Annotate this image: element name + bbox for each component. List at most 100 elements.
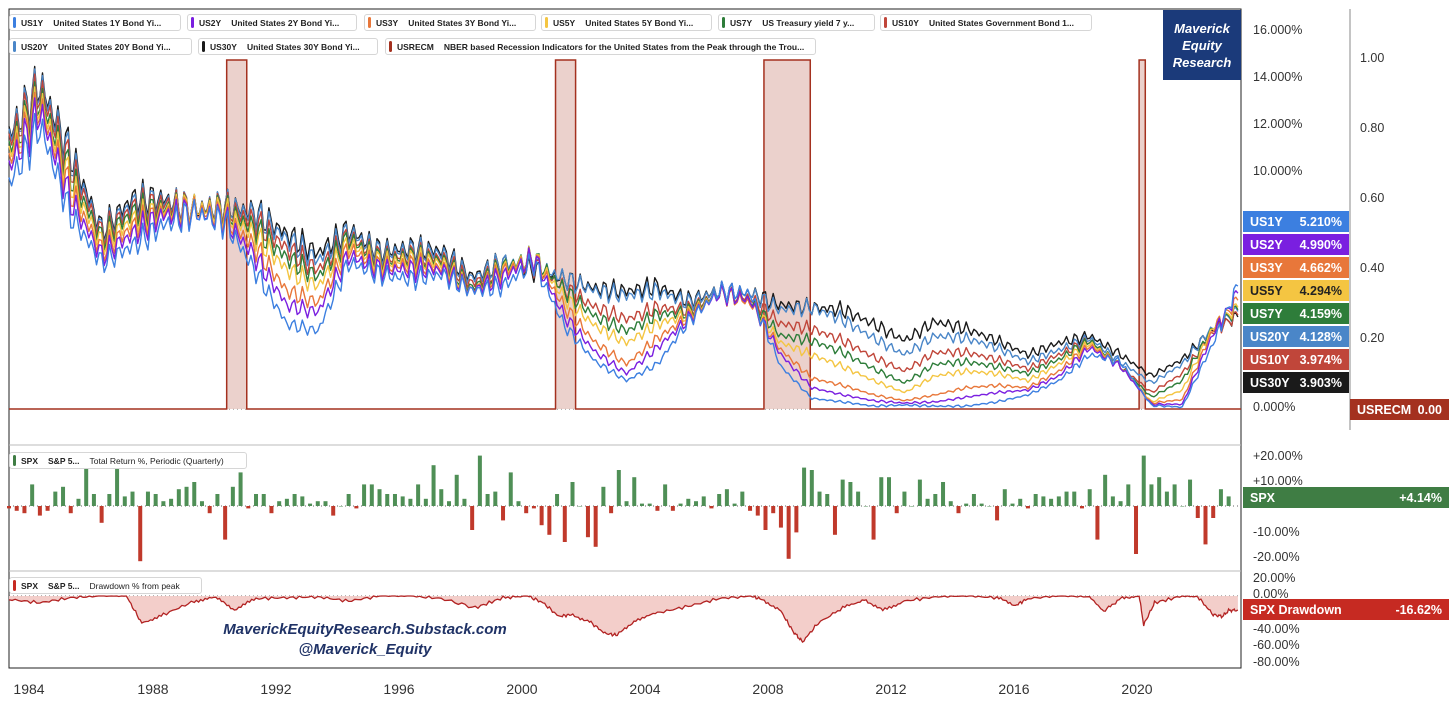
- total-return-bar: [99, 506, 104, 523]
- total-return-bar: [956, 506, 961, 514]
- total-return-bar: [138, 506, 143, 562]
- total-return-bar: [856, 491, 861, 506]
- legend-code: US5Y: [553, 17, 576, 28]
- legend-us5y[interactable]: US5Y United States 5Y Bond Yi...: [541, 14, 712, 31]
- total-return-bar: [809, 470, 814, 506]
- total-return-bar: [516, 501, 521, 506]
- x-tick-label: 2020: [1121, 681, 1153, 697]
- total-return-bar: [431, 465, 436, 506]
- legend-us2y[interactable]: US2Y United States 2Y Bond Yi...: [187, 14, 357, 31]
- legend-us10y[interactable]: US10Y United States Government Bond 1...: [880, 14, 1092, 31]
- total-return-bar: [338, 506, 343, 507]
- tag-value: 4.128%: [1299, 329, 1342, 344]
- total-return-bar: [964, 503, 969, 506]
- total-return-bar: [794, 506, 799, 533]
- legend-us30y[interactable]: US30Y United States 30Y Bond Yi...: [198, 38, 378, 55]
- total-return-bar: [609, 506, 614, 514]
- total-return-bar: [778, 506, 783, 528]
- usrecm-tick-label: 1.00: [1360, 51, 1385, 65]
- total-return-bar: [153, 494, 158, 506]
- total-return-bar: [547, 506, 552, 535]
- legend-ticker: S&P 5...: [48, 455, 80, 466]
- tag-us2y: US2Y 4.990%: [1243, 234, 1349, 255]
- total-return-bar: [655, 506, 660, 511]
- total-return-bar: [53, 491, 58, 506]
- total-return-bar: [539, 506, 544, 526]
- total-return-bar: [1079, 506, 1084, 509]
- legend-name: Drawdown % from peak: [89, 580, 180, 591]
- total-return-bar: [215, 494, 220, 506]
- yield-tick-label: 16.000%: [1253, 23, 1303, 37]
- total-return-bar: [331, 506, 336, 516]
- total-return-bar: [1211, 506, 1216, 518]
- tag-value: +4.14%: [1399, 490, 1442, 505]
- total-return-bar: [632, 477, 637, 506]
- legend-spx-total-return[interactable]: SPX S&P 5... Total Return %, Periodic (Q…: [9, 452, 247, 469]
- total-return-bar: [508, 472, 513, 506]
- dd-tick-label: 20.00%: [1253, 571, 1296, 585]
- total-return-bar: [701, 496, 706, 506]
- total-return-bar: [392, 494, 397, 506]
- total-return-bar: [223, 506, 228, 540]
- x-tick-label: 1988: [137, 681, 169, 697]
- yield-tick-label: 14.000%: [1253, 70, 1303, 84]
- x-tick-label: 2008: [752, 681, 784, 697]
- total-return-bar: [385, 494, 390, 506]
- total-return-bar: [840, 479, 845, 506]
- total-return-bar: [308, 503, 313, 506]
- tag-value: 4.662%: [1299, 260, 1342, 275]
- total-return-bar: [948, 501, 953, 506]
- legend-us3y[interactable]: US3Y United States 3Y Bond Yi...: [364, 14, 536, 31]
- legend-swatch-icon: [13, 17, 16, 28]
- yield-line-us2y: [8, 97, 1239, 406]
- legend-swatch-icon: [13, 580, 16, 591]
- total-return-bar: [616, 470, 621, 506]
- legend-us7y[interactable]: US7Y US Treasury yield 7 y...: [718, 14, 875, 31]
- legend-swatch-icon: [545, 17, 548, 28]
- legend-spx-drawdown[interactable]: SPX S&P 5... Drawdown % from peak: [9, 577, 202, 594]
- total-return-bar: [1103, 474, 1108, 506]
- total-return-bar: [1141, 455, 1146, 506]
- total-return-bar: [1188, 479, 1193, 506]
- total-return-bar: [184, 486, 189, 506]
- total-return-bar: [45, 506, 50, 511]
- total-return-bar: [771, 506, 776, 514]
- total-return-bar: [447, 501, 451, 506]
- total-return-bar: [1002, 489, 1007, 506]
- total-return-bar: [315, 501, 320, 506]
- total-return-bar: [1033, 494, 1038, 506]
- tag-us20y: US20Y 4.128%: [1243, 326, 1349, 347]
- total-return-bar: [786, 506, 791, 559]
- total-return-bar: [555, 494, 560, 506]
- dd-tick-label: 0.00%: [1253, 587, 1289, 601]
- total-return-bar: [647, 503, 652, 506]
- total-return-bar: [477, 455, 482, 506]
- legend-code: SPX: [21, 580, 39, 591]
- dd-tick-label: -60.00%: [1253, 638, 1300, 652]
- total-return-bar: [377, 489, 382, 506]
- usrecm-line: [9, 59, 1241, 410]
- total-return-bar: [887, 477, 891, 506]
- legend-us20y[interactable]: US20Y United States 20Y Bond Yi...: [9, 38, 192, 55]
- total-return-bar: [1203, 506, 1208, 545]
- legend-code: US20Y: [21, 41, 48, 52]
- yield-tick-label: 12.000%: [1253, 117, 1303, 131]
- total-return-bar: [68, 506, 73, 514]
- total-return-bar: [663, 484, 668, 506]
- total-return-bar: [30, 484, 35, 506]
- total-return-bar: [802, 467, 807, 506]
- legend-usrecm[interactable]: USRECM NBER based Recession Indicators f…: [385, 38, 816, 55]
- tr-tick-label: +20.00%: [1253, 449, 1303, 463]
- tag-us5y: US5Y 4.294%: [1243, 280, 1349, 301]
- legend-us1y[interactable]: US1Y United States 1Y Bond Yi...: [9, 14, 181, 31]
- total-return-bar: [145, 491, 150, 506]
- tag-value: -16.62%: [1395, 602, 1442, 617]
- legend-name: United States 2Y Bond Yi...: [231, 17, 340, 28]
- total-return-bar: [1226, 496, 1231, 506]
- total-return-bar: [408, 498, 413, 506]
- yield-line-us7y: [8, 81, 1239, 398]
- total-return-bar: [7, 506, 11, 509]
- usrecm-tick-label: 0.20: [1360, 331, 1385, 345]
- legend-name: United States 30Y Bond Yi...: [246, 41, 360, 52]
- tr-tick-label: -20.00%: [1253, 550, 1300, 564]
